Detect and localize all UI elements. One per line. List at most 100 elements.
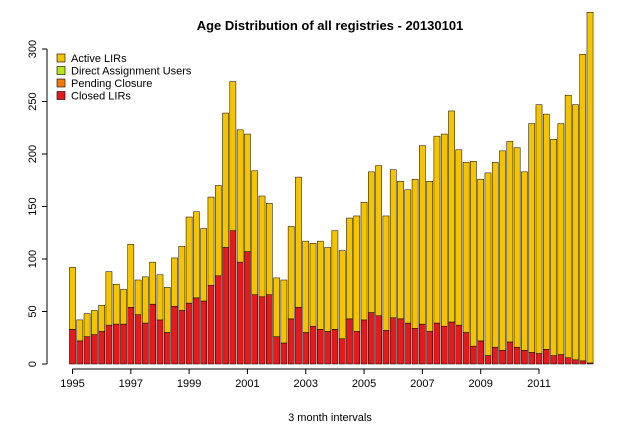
bar-segment — [513, 346, 521, 365]
bar-segment — [120, 289, 127, 325]
bar-segment — [389, 169, 397, 319]
bar-segment — [360, 202, 368, 321]
bar-segment — [448, 321, 455, 365]
bar-segment — [455, 324, 463, 365]
y-tick-label: 200 — [27, 145, 39, 163]
bar-segment — [200, 300, 208, 365]
bar-segment — [69, 329, 76, 365]
bar-segment — [83, 313, 91, 337]
bar-segment — [193, 297, 200, 365]
bar-segment — [382, 330, 390, 365]
bar-segment — [440, 133, 448, 327]
bar-segment — [171, 306, 178, 365]
x-tick-label: 2009 — [468, 378, 492, 390]
x-tick-label: 2007 — [410, 378, 434, 390]
bar-segment — [550, 139, 557, 356]
bar-segment — [163, 287, 171, 333]
x-tick-label: 1995 — [60, 378, 84, 390]
bar-segment — [222, 247, 229, 365]
bar-segment — [331, 329, 339, 365]
bar-segment — [317, 329, 324, 365]
bar-segment — [572, 359, 579, 365]
bar-segment — [426, 181, 433, 332]
bar-segment — [462, 332, 470, 365]
bar-segment — [69, 267, 76, 330]
bar-segment — [404, 189, 412, 324]
bar-segment — [258, 296, 266, 365]
bar-segment — [207, 196, 215, 286]
bar-segment — [404, 322, 412, 365]
x-tick-label: 1997 — [119, 378, 143, 390]
bar-segment — [105, 324, 113, 365]
bar-segment — [419, 323, 426, 365]
legend-swatch — [56, 66, 66, 75]
bar-segment — [127, 244, 135, 308]
bar-segment — [491, 162, 499, 348]
bar-segment — [309, 325, 317, 365]
bar-segment — [499, 350, 506, 365]
bar-segment — [397, 318, 404, 365]
bar-segment — [251, 170, 259, 295]
legend-label: Pending Closure — [71, 78, 152, 90]
bar-segment — [185, 302, 193, 365]
bar-segment — [513, 147, 521, 348]
bar-segment — [98, 331, 105, 365]
x-axis: 1995 1997 1999 2001 2003 2005 2007 2009 2011 — [60, 368, 551, 390]
legend-swatch — [56, 78, 66, 88]
bar-segment — [98, 304, 105, 332]
bar-segment — [149, 303, 156, 365]
bar-segment — [499, 150, 506, 351]
y-tick-label: 300 — [27, 40, 39, 58]
bar-segment — [455, 149, 463, 326]
bar-segment — [295, 307, 302, 365]
bar-segment — [477, 340, 485, 365]
bar-segment — [214, 275, 222, 365]
bar-segment — [419, 145, 426, 325]
bar-segment — [214, 185, 222, 277]
bar-segment — [134, 279, 142, 315]
bar-segment — [149, 261, 156, 305]
x-tick-label: 2005 — [352, 378, 376, 390]
bar-segment — [528, 352, 536, 365]
bar-segment — [222, 112, 229, 248]
bar-segment — [105, 271, 113, 326]
bar-segment — [484, 355, 492, 365]
x-axis-label: 3 month intervals — [288, 412, 372, 424]
bars-group — [69, 12, 594, 365]
bar-segment — [273, 277, 280, 337]
bar-segment — [207, 285, 215, 365]
bar-segment — [433, 322, 441, 365]
bar-segment — [535, 104, 543, 354]
bar-segment — [353, 215, 361, 332]
bar-segment — [491, 346, 499, 365]
bar-segment — [287, 226, 295, 320]
y-tick-label: 250 — [27, 92, 39, 110]
bar-segment — [236, 129, 244, 263]
bar-segment — [331, 230, 339, 330]
bar-segment — [484, 172, 492, 356]
legend-label: Direct Assignment Users — [71, 66, 192, 78]
x-tick-label: 1999 — [177, 378, 201, 390]
bar-segment — [251, 294, 259, 365]
bar-segment — [470, 161, 477, 347]
bar-segment — [295, 176, 302, 308]
bar-segment — [324, 331, 331, 365]
bar-segment — [280, 279, 288, 344]
bar-segment — [338, 250, 346, 340]
bar-segment — [528, 123, 536, 353]
legend-label: Active LIRs — [71, 53, 127, 65]
bar-segment — [112, 323, 120, 365]
bar-segment — [360, 319, 368, 365]
bar-segment — [389, 317, 397, 365]
bar-segment — [353, 331, 361, 365]
bar-segment — [142, 322, 149, 365]
bar-segment — [506, 341, 514, 365]
legend-label: Closed LIRs — [71, 91, 131, 103]
bar-segment — [338, 338, 346, 365]
bar-segment — [397, 181, 404, 320]
bar-segment — [477, 178, 485, 342]
bar-segment — [368, 312, 375, 365]
bar-segment — [433, 135, 441, 324]
bar-segment — [411, 328, 419, 365]
